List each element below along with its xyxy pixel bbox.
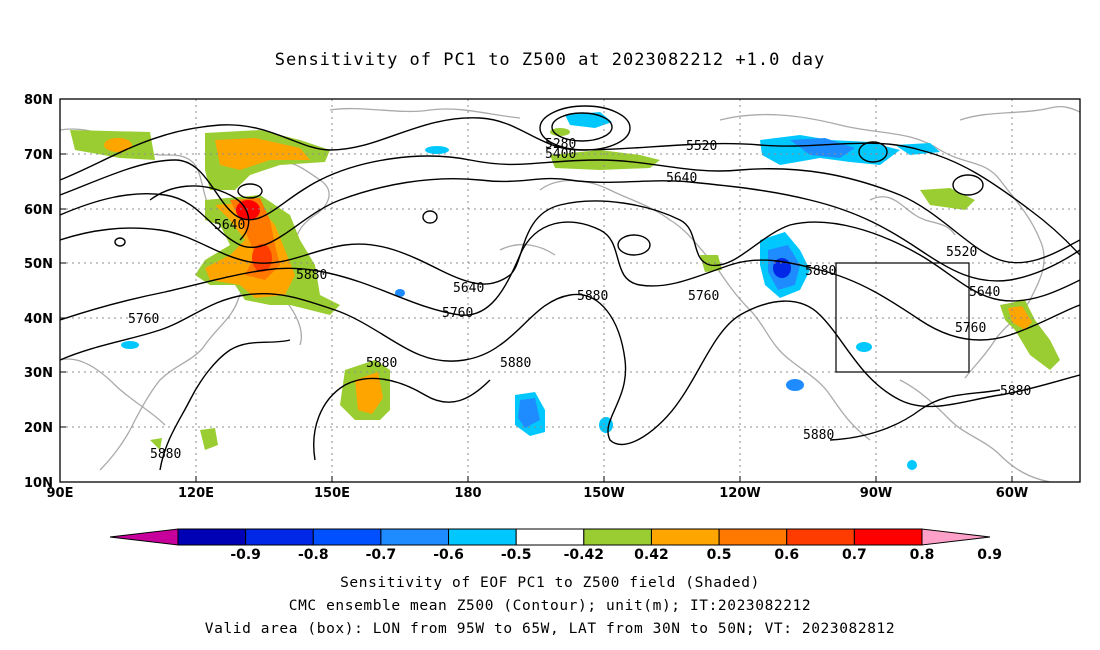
valid-area-box xyxy=(835,262,970,373)
lon-tick-label: 120E xyxy=(178,486,214,501)
lat-tick-label: 40N xyxy=(24,312,53,327)
colorbar-label: -0.9 xyxy=(230,547,261,563)
colorbar-label: 0.7 xyxy=(842,547,867,563)
z500-contours xyxy=(60,105,1080,471)
lat-tick-label: 10N xyxy=(24,476,53,491)
lat-axis-labels: 80N 70N 60N 50N 40N 30N 20N 10N xyxy=(24,93,53,491)
contour-label: 5760 xyxy=(442,306,473,321)
colorbar-label: -0.42 xyxy=(564,547,604,563)
contour-label: 5760 xyxy=(688,289,719,304)
colorbar-label: 0.6 xyxy=(774,547,799,563)
colorbar-label: 0.5 xyxy=(707,547,732,563)
colorbar-swatch xyxy=(786,528,855,546)
colorbar-swatch xyxy=(853,528,923,546)
colorbar-swatch xyxy=(583,528,652,546)
lat-tick-label: 70N xyxy=(24,148,53,163)
lon-tick-label: 180 xyxy=(454,486,481,501)
colorbar-extend-low xyxy=(109,528,179,546)
contour-label: 5640 xyxy=(666,171,697,186)
colorbar-swatch xyxy=(177,528,247,546)
colorbar-label: 0.9 xyxy=(977,547,1002,563)
map-frame xyxy=(59,98,1081,483)
colorbar-label: 0.8 xyxy=(910,547,935,563)
lon-tick-label: 150W xyxy=(583,486,624,501)
gridlines xyxy=(60,99,1080,482)
caption-contour: CMC ensemble mean Z500 (Contour); unit(m… xyxy=(288,598,812,614)
lat-tick-label: 20N xyxy=(24,421,53,436)
colorbar-swatch xyxy=(650,528,720,546)
colorbar-label: -0.8 xyxy=(298,547,329,563)
contour-label: 5880 xyxy=(296,268,327,283)
lat-tick-label: 30N xyxy=(24,366,53,381)
contour-label: 5640 xyxy=(214,218,245,233)
colorbar-swatch xyxy=(380,528,450,546)
contour-label: 5880 xyxy=(500,356,531,371)
lat-tick-label: 80N xyxy=(24,93,53,108)
contour-label: 5400 xyxy=(545,147,576,162)
lat-tick-label: 50N xyxy=(24,257,53,272)
lat-tick-label: 60N xyxy=(24,203,53,218)
contour-label: 5760 xyxy=(955,321,986,336)
contour-label: 5520 xyxy=(686,139,717,154)
colorbar-label: -0.6 xyxy=(433,547,464,563)
contour-label: 5880 xyxy=(577,289,608,304)
contour-label: 5280 xyxy=(545,137,576,152)
caption-valid-area: Valid area (box): LON from 95W to 65W, L… xyxy=(204,621,896,637)
lon-tick-label: 90E xyxy=(47,486,74,501)
colorbar-label: -0.7 xyxy=(366,547,397,563)
contour-label: 5760 xyxy=(128,312,159,327)
lon-axis-labels: 90E 120E 150E 180 150W 120W 90W 60W xyxy=(47,486,1029,501)
lon-tick-label: 60W xyxy=(996,486,1028,501)
axis-ticks xyxy=(59,98,1013,483)
contour-label: 5880 xyxy=(150,447,181,462)
colorbar-swatch xyxy=(245,528,314,546)
colorbar-swatch xyxy=(515,528,585,546)
contour-label: 5880 xyxy=(805,264,836,279)
colorbar-swatch xyxy=(718,528,788,546)
colorbar-swatch xyxy=(448,528,517,546)
contour-label: 5520 xyxy=(946,245,977,260)
contour-label: 5640 xyxy=(969,285,1000,300)
sensitivity-shading xyxy=(70,112,1060,470)
lon-tick-label: 120W xyxy=(719,486,760,501)
caption-shaded: Sensitivity of EOF PC1 to Z500 field (Sh… xyxy=(340,575,760,591)
chart-title: Sensitivity of PC1 to Z500 at 2023082212… xyxy=(274,50,826,70)
contour-label: 5880 xyxy=(803,428,834,443)
colorbar-swatch xyxy=(312,528,382,546)
colorbar: -0.9 -0.8 -0.7 -0.6 -0.5 -0.42 0.42 0.5 0.6 0.7 0.… xyxy=(109,528,1002,563)
colorbar-label: 0.42 xyxy=(634,547,669,563)
lon-tick-label: 90W xyxy=(860,486,892,501)
colorbar-label: -0.5 xyxy=(501,547,532,563)
colorbar-extend-high xyxy=(921,528,991,546)
contour-label: 5880 xyxy=(366,356,397,371)
lon-tick-label: 150E xyxy=(314,486,350,501)
contour-label: 5880 xyxy=(1000,384,1031,399)
contour-label: 5640 xyxy=(453,281,484,296)
contour-labels: 5280 5400 5520 5640 5640 5880 5640 5760 … xyxy=(128,137,1031,462)
